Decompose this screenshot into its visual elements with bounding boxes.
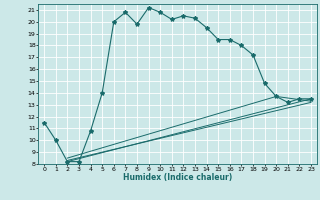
X-axis label: Humidex (Indice chaleur): Humidex (Indice chaleur) xyxy=(123,173,232,182)
